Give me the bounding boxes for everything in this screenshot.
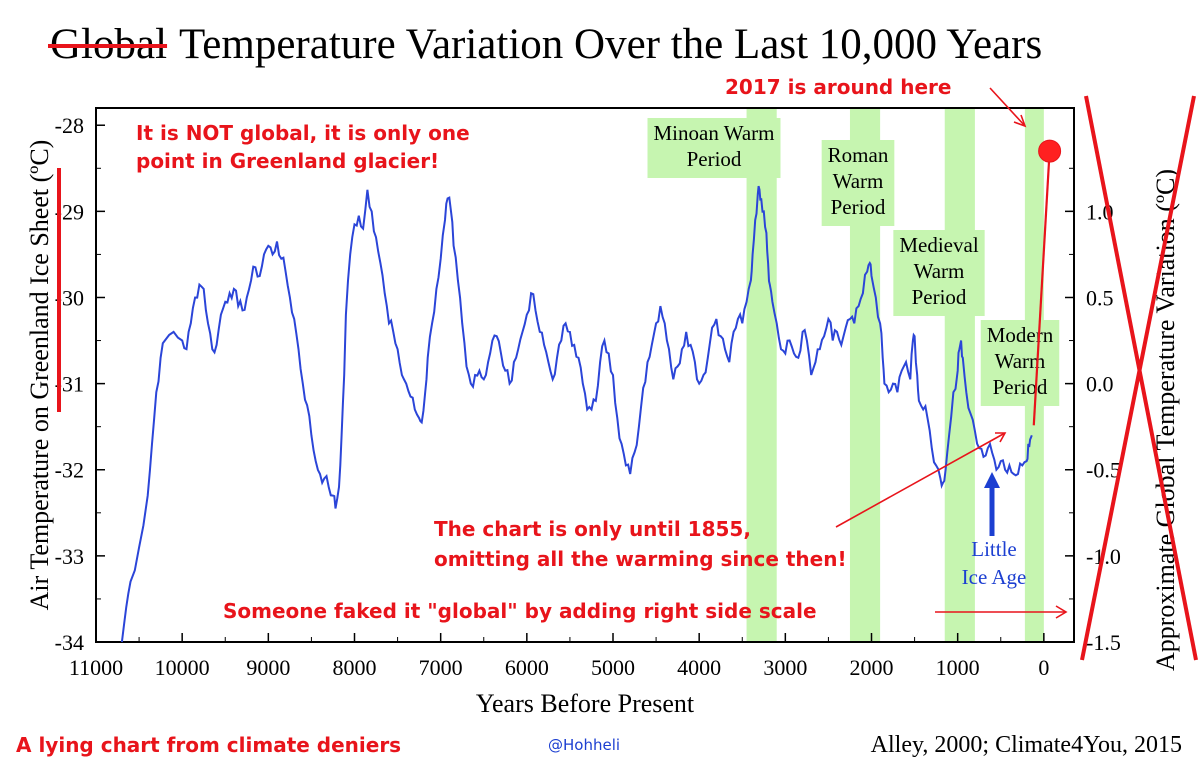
period-label-line: Period bbox=[831, 195, 886, 219]
period-label-bg-3 bbox=[980, 320, 1060, 406]
period-label-line: Minoan Warm bbox=[654, 121, 775, 145]
y-tick-label: -34 bbox=[55, 630, 84, 655]
plot-frame bbox=[95, 107, 1075, 643]
annotation-not-global-line2: point in Greenland glacier! bbox=[136, 149, 439, 173]
period-label-line: Roman bbox=[828, 143, 889, 167]
footer-lying-chart: A lying chart from climate deniers bbox=[16, 733, 401, 757]
y-axis-label: Air Temperature on Greenland Ice Sheet (… bbox=[25, 140, 54, 611]
y2-axis-label: Approximate Global Temperature Variation… bbox=[1151, 169, 1180, 671]
x-tick-label: 4000 bbox=[677, 655, 721, 680]
period-band-2 bbox=[944, 108, 975, 642]
x-tick-label: 2000 bbox=[850, 655, 894, 680]
x-tick-label: 5000 bbox=[591, 655, 635, 680]
x-tick-label: 10000 bbox=[155, 655, 210, 680]
period-label-bg-0 bbox=[647, 118, 781, 178]
period-label-line: Modern bbox=[987, 323, 1054, 347]
annotation-not-global-line1: It is NOT global, it is only one bbox=[136, 121, 470, 145]
x-tick-label: 7000 bbox=[419, 655, 463, 680]
red-arrows bbox=[835, 87, 1068, 619]
y2-tick-label: -1.5 bbox=[1086, 630, 1121, 655]
x-tick-label: 6000 bbox=[505, 655, 549, 680]
red-cross-over-right-scale bbox=[1080, 95, 1198, 661]
x-tick-label: 0 bbox=[1038, 655, 1049, 680]
period-bands bbox=[746, 108, 1044, 642]
footer-credit: Alley, 2000; Climate4You, 2015 bbox=[871, 732, 1182, 758]
little-ice-age-label-line2: Ice Age bbox=[962, 565, 1027, 589]
x-tick-label: 1000 bbox=[936, 655, 980, 680]
annotation-until-1855-line1: The chart is only until 1855, bbox=[434, 517, 751, 541]
y2-tick-label: -0.5 bbox=[1086, 458, 1121, 483]
period-label-line: Medieval bbox=[899, 233, 978, 257]
period-label-line: Warm bbox=[914, 259, 965, 283]
x-tick-label: 3000 bbox=[763, 655, 807, 680]
period-band-0 bbox=[746, 108, 777, 642]
chart-title: Global Temperature Variation Over the La… bbox=[48, 21, 1042, 68]
period-label-line: Period bbox=[993, 375, 1048, 399]
arrow-2017 bbox=[989, 87, 1026, 127]
y-tick-label: -28 bbox=[55, 113, 84, 138]
x-tick-label: 8000 bbox=[333, 655, 377, 680]
y2-tick-label: 0.0 bbox=[1086, 372, 1114, 397]
period-label-bg-2 bbox=[893, 230, 985, 316]
y-axis-ticks: -28-29-30-31-32-33-34 bbox=[55, 113, 105, 655]
x-axis-label: Years Before Present bbox=[476, 689, 695, 718]
x-tick-label: 11000 bbox=[69, 655, 123, 680]
annotation-faked-global: Someone faked it "global" by adding righ… bbox=[223, 599, 817, 623]
annotation-until-1855-line2: omitting all the warming since then! bbox=[434, 547, 847, 571]
y2-tick-label: 0.5 bbox=[1086, 285, 1114, 310]
series-line-greenland-temp bbox=[120, 185, 1033, 643]
period-label-line: Warm bbox=[833, 169, 884, 193]
x-tick-label: 9000 bbox=[246, 655, 290, 680]
line-to-2017-marker bbox=[1032, 151, 1051, 426]
period-label-line: Period bbox=[912, 285, 967, 309]
x-axis-ticks: 11000 10000 9000 8000 7000 6000 5000 4000 3000 20… bbox=[69, 633, 1049, 680]
footer-handle: @Hohheli bbox=[548, 736, 620, 754]
y-tick-label: -33 bbox=[55, 544, 84, 569]
little-ice-age-label-line1: Little bbox=[971, 537, 1017, 561]
y-tick-label: -32 bbox=[55, 458, 84, 483]
title-text: Temperature Variation Over the Last 10,0… bbox=[179, 21, 1042, 68]
period-label-bg-1 bbox=[821, 140, 895, 226]
marker-2017 bbox=[1038, 139, 1062, 163]
period-label-line: Period bbox=[687, 147, 742, 171]
arrow-1855 bbox=[835, 432, 1006, 528]
little-ice-age-arrow bbox=[984, 472, 1000, 536]
annotation-2017: 2017 is around here bbox=[725, 75, 951, 99]
